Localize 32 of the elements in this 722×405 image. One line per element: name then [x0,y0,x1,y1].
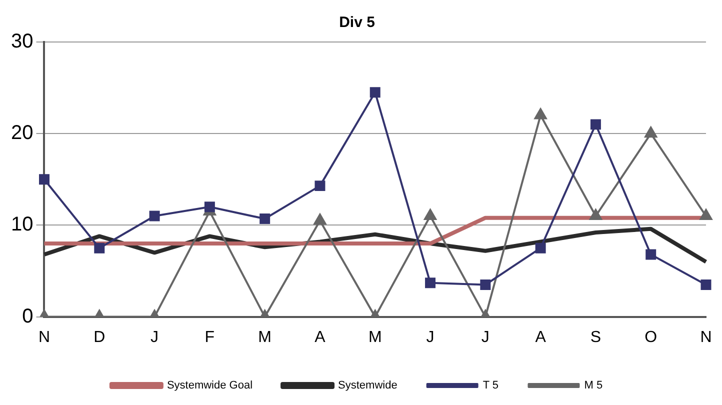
x-tick-label: N [700,328,712,346]
point [370,87,380,98]
legend-label: M 5 [584,380,603,392]
legend-label: T 5 [482,380,499,392]
x-tick-label: M [368,328,382,346]
x-tick-label: J [481,328,490,346]
y-tick-label: 20 [10,122,34,144]
point [149,210,160,222]
y-tick-label: 10 [10,214,34,236]
x-tick-label: D [94,328,106,346]
point [204,202,215,212]
point [700,209,712,220]
x-tick-label: J [150,328,159,346]
point [39,174,50,185]
x-tick-label: J [426,328,434,346]
chart-title: Div 5 [339,14,375,32]
x-tick-label: O [644,328,658,346]
legend-label: Systemwide Goal [166,380,253,392]
y-tick-label: 0 [22,305,34,328]
point [590,209,602,220]
x-tick-label: F [204,328,215,346]
y-tick-label: 30 [10,30,34,53]
point [590,119,601,130]
x-tick-label: A [535,328,546,346]
point [424,209,436,220]
point [314,180,326,192]
x-tick-label: N [38,328,50,346]
x-tick-label: S [590,328,602,346]
point [314,214,326,225]
x-tick-label: A [314,328,326,346]
legend-label: Systemwide [338,380,398,392]
x-tick-label: M [258,328,272,346]
